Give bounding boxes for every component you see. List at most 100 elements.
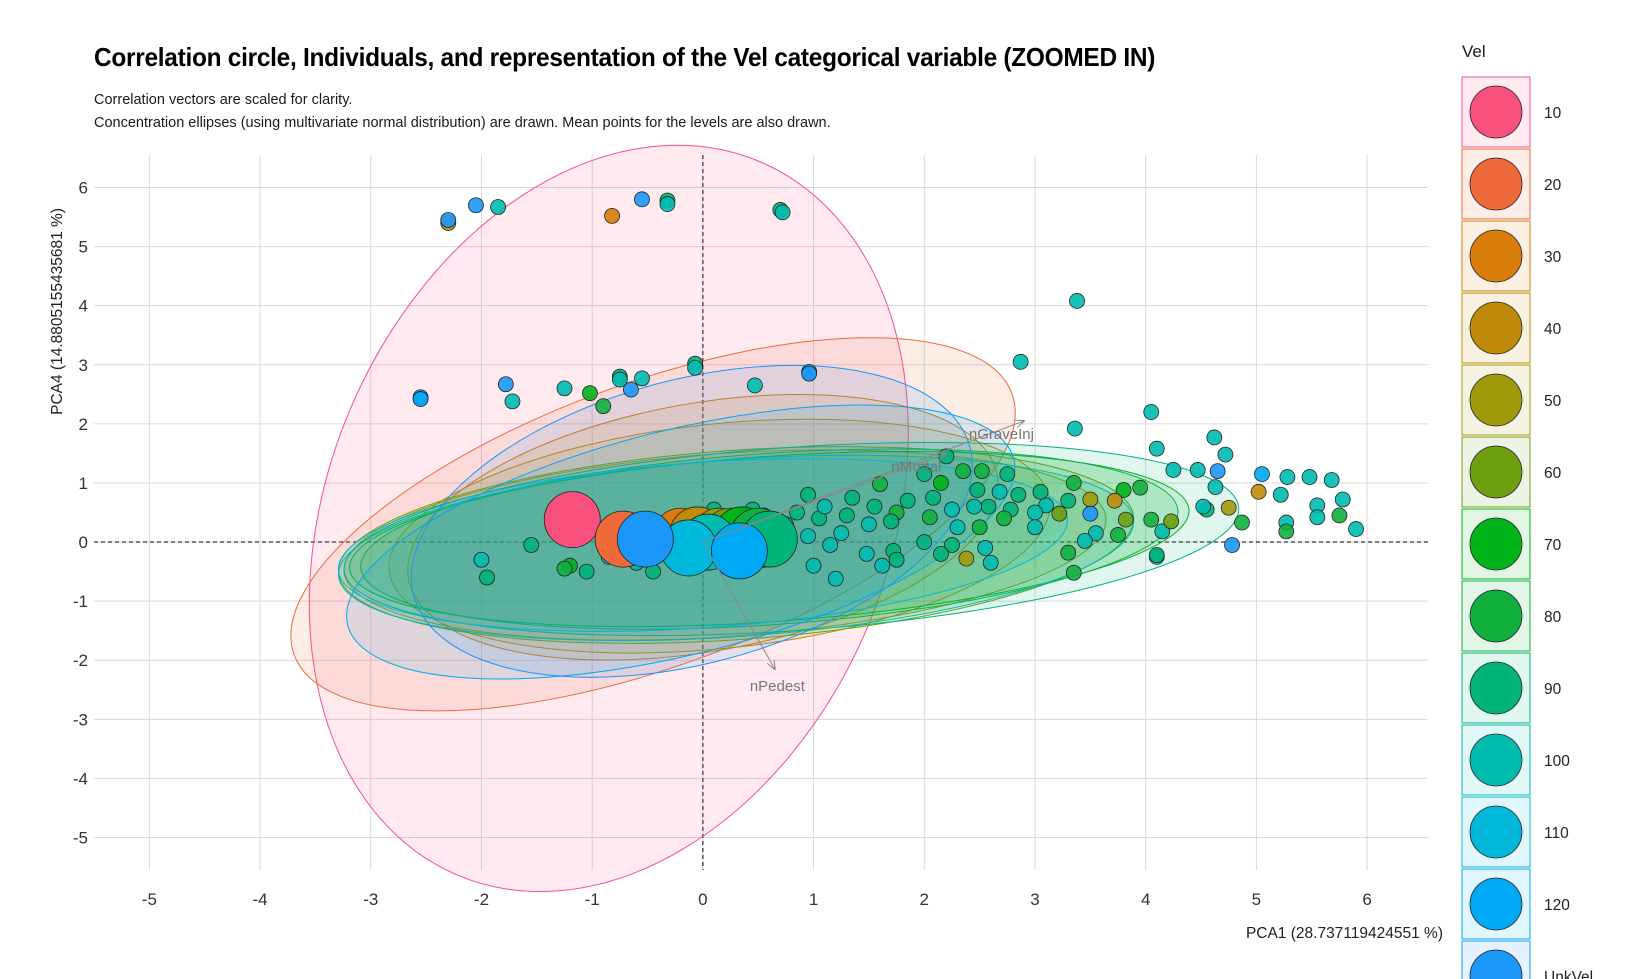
individual-points [412, 191, 1364, 587]
y-tick-label: 5 [79, 238, 88, 257]
individual-point [1027, 504, 1043, 521]
individual-point [844, 489, 861, 506]
individual-point [801, 365, 818, 382]
legend-title: Vel [1462, 42, 1486, 61]
individual-point [1220, 499, 1237, 516]
individual-point [833, 525, 850, 542]
individual-point [1272, 486, 1289, 503]
individual-point [479, 569, 495, 586]
x-tick-label: -5 [142, 890, 157, 909]
individual-point [623, 381, 639, 398]
individual-point [1148, 547, 1165, 563]
legend-swatch-100 [1469, 733, 1523, 787]
individual-point [1132, 479, 1149, 496]
individual-point [1154, 523, 1171, 540]
individual-point [687, 359, 704, 376]
legend-label-70: 70 [1544, 537, 1562, 554]
individual-point [991, 483, 1008, 500]
x-tick-label: 0 [698, 890, 707, 909]
individual-point [1060, 492, 1077, 509]
individual-point [1117, 511, 1134, 528]
legend-label-90: 90 [1544, 681, 1562, 698]
individual-point [822, 537, 839, 553]
individual-point [634, 191, 650, 208]
individual-point [1069, 293, 1085, 309]
individual-point [595, 398, 612, 415]
individual-point [1106, 492, 1123, 509]
individual-point [969, 482, 986, 498]
x-tick-label: 4 [1141, 890, 1150, 909]
individual-point [1010, 486, 1027, 503]
chart-subtitle-line-2: Concentration ellipses (using multivaria… [94, 115, 831, 131]
x-axis-title: PCA1 (28.737119424551 %) [1246, 925, 1443, 942]
x-tick-label: 2 [920, 890, 929, 909]
legend-label-UnkVel: UnkVel [1544, 969, 1593, 979]
individual-point [977, 540, 994, 556]
legend-swatch-60 [1469, 445, 1523, 499]
individual-point [1278, 523, 1295, 540]
individual-point [1110, 527, 1126, 543]
legend-swatch-120 [1469, 877, 1523, 931]
legend-swatch-80 [1469, 589, 1523, 643]
individual-point [874, 557, 891, 574]
legend-label-80: 80 [1544, 609, 1562, 626]
individual-point [1060, 544, 1077, 561]
individual-point [1163, 513, 1180, 530]
individual-point [556, 380, 573, 397]
legend-label-50: 50 [1544, 393, 1562, 410]
x-tick-label: -1 [585, 890, 600, 909]
individual-point [1032, 483, 1049, 500]
individual-point [858, 545, 875, 562]
individual-point [866, 498, 883, 515]
legend-label-110: 110 [1544, 825, 1569, 842]
individual-point [816, 498, 833, 515]
individual-point [1143, 404, 1160, 420]
individual-point [916, 534, 933, 550]
individual-point [1065, 475, 1082, 491]
individual-point [1066, 420, 1083, 437]
individual-point [1027, 519, 1043, 536]
vector-label-nMortal: nMortal [891, 458, 941, 475]
legend-swatch-30 [1469, 229, 1523, 283]
legend-swatch-UnkVel [1469, 949, 1523, 979]
individual-point [1331, 507, 1348, 524]
individual-point [1217, 446, 1234, 463]
y-tick-label: -5 [73, 829, 88, 848]
y-tick-label: 3 [79, 356, 88, 375]
x-tick-label: 3 [1030, 890, 1039, 909]
individual-point [1143, 511, 1160, 528]
y-tick-label: 0 [79, 533, 88, 552]
individual-point [1012, 353, 1029, 370]
individual-point [971, 519, 988, 536]
individual-point [490, 199, 506, 215]
individual-point [604, 207, 621, 224]
legend-swatch-20 [1469, 157, 1523, 211]
legend-swatch-110 [1469, 805, 1523, 859]
vector-label-nGraveInj: nGraveInj [969, 426, 1034, 443]
individual-point [1254, 466, 1270, 482]
y-tick-label: 6 [79, 179, 88, 198]
individual-point [473, 551, 490, 568]
y-tick-label: -3 [73, 710, 88, 729]
legend-label-100: 100 [1544, 753, 1570, 770]
vector-arrow-nPedest [702, 541, 775, 669]
individual-point [980, 498, 997, 515]
individual-point [634, 370, 650, 387]
individual-point [999, 466, 1016, 482]
x-tick-label: 5 [1252, 890, 1261, 909]
individual-point [861, 516, 877, 533]
legend-swatch-10 [1469, 85, 1523, 139]
individual-point [468, 197, 484, 214]
legend-swatch-40 [1469, 301, 1523, 355]
individual-point [899, 492, 916, 509]
individual-point [412, 391, 429, 407]
individual-point [747, 377, 763, 394]
individual-point [1087, 525, 1104, 542]
legend-label-40: 40 [1544, 321, 1562, 338]
individual-point [1082, 491, 1099, 508]
individual-point [921, 509, 938, 526]
individual-point [944, 501, 960, 518]
y-tick-label: 1 [79, 474, 88, 493]
legend-label-20: 20 [1544, 177, 1562, 194]
